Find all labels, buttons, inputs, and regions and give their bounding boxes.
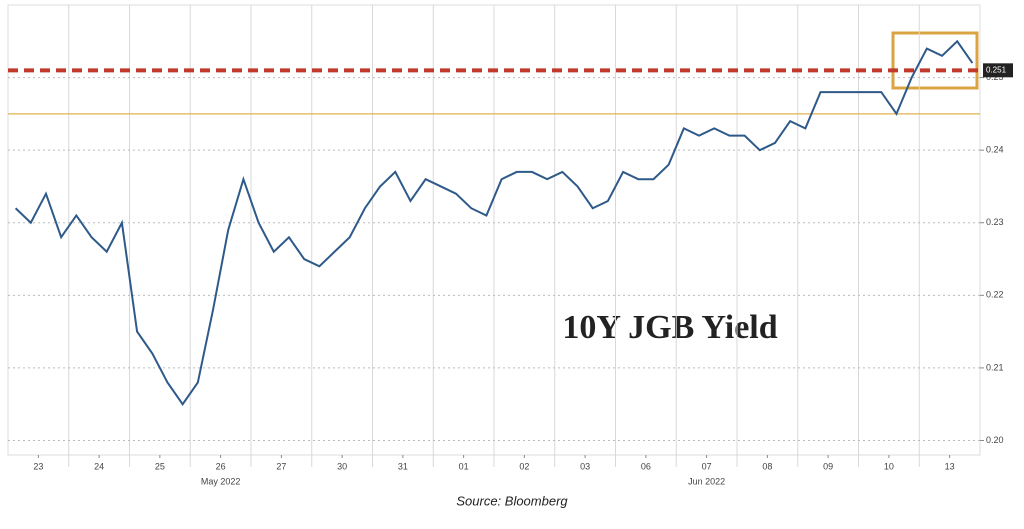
x-tick-label: 31 <box>398 461 408 471</box>
x-tick-label: 23 <box>33 461 43 471</box>
x-tick-label: 03 <box>580 461 590 471</box>
level-badge <box>983 63 1013 78</box>
x-tick-label: 01 <box>459 461 469 471</box>
y-tick-label: 0.21 <box>986 362 1004 372</box>
month-label: Jun 2022 <box>688 476 725 486</box>
y-tick-label: 0.23 <box>986 217 1004 227</box>
x-tick-label: 10 <box>884 461 894 471</box>
x-tick-label: 08 <box>762 461 772 471</box>
y-tick-label: 0.20 <box>986 435 1004 445</box>
y-tick-label: 0.22 <box>986 290 1004 300</box>
x-tick-label: 24 <box>94 461 104 471</box>
x-tick-label: 07 <box>702 461 712 471</box>
y-tick-label: 0.24 <box>986 145 1004 155</box>
source: Source: Bloomberg <box>456 493 568 508</box>
highlight-box <box>891 31 979 90</box>
x-tick-label: 09 <box>823 461 833 471</box>
month-label: May 2022 <box>201 476 241 486</box>
x-tick-label: 02 <box>519 461 529 471</box>
x-tick-label: 25 <box>155 461 165 471</box>
yield-line <box>14 39 974 406</box>
x-tick-label: 27 <box>276 461 286 471</box>
x-tick-label: 30 <box>337 461 347 471</box>
level-label: 0.251 <box>986 65 1007 74</box>
x-tick-label: 06 <box>641 461 651 471</box>
x-tick-label: 13 <box>945 461 955 471</box>
x-tick-label: 26 <box>216 461 226 471</box>
chart-title: 10Y JGB Yield <box>562 309 777 346</box>
